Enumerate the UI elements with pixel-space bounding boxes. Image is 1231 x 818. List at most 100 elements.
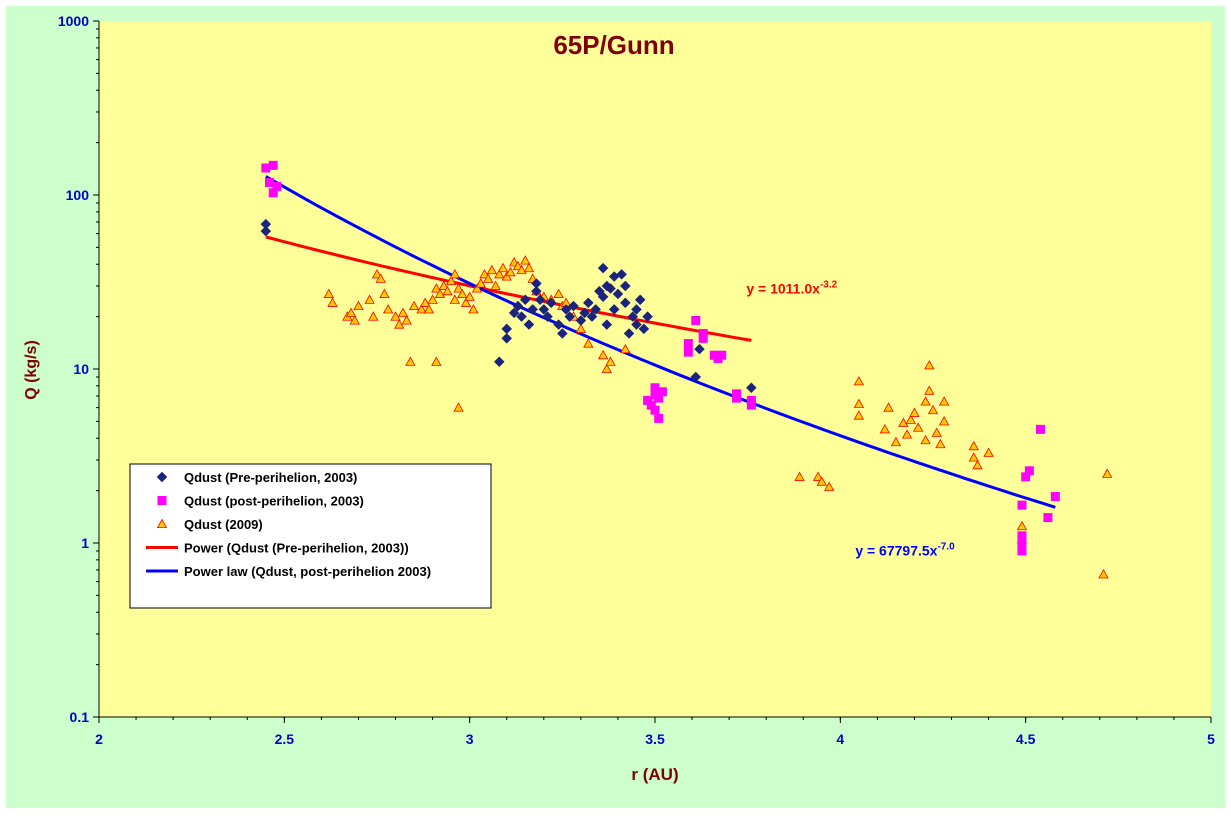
post-perihelion-point <box>1017 546 1027 556</box>
qdust-2009-point <box>416 304 427 314</box>
y-tick-label: 100 <box>66 187 90 203</box>
legend-label: Qdust (Pre-perihelion, 2003) <box>184 470 357 485</box>
pre-perihelion-fit-line <box>265 235 752 342</box>
pre-perihelion-point <box>597 262 609 274</box>
x-tick-label: 2 <box>95 731 103 747</box>
qdust-2009-point <box>583 338 594 348</box>
pre-perihelion-point <box>623 328 635 339</box>
pre-perihelion-point <box>501 323 513 335</box>
pre-perihelion-point <box>560 304 572 315</box>
post-perihelion-point <box>654 413 664 423</box>
qdust-2009-point <box>575 323 587 333</box>
legend-label: Qdust (post-perihelion, 2003) <box>184 494 364 509</box>
qdust-2009-point <box>898 417 909 427</box>
pre-perihelion-point <box>746 382 757 394</box>
qdust-2009-point <box>853 375 865 386</box>
pre-perihelion-point <box>523 319 535 330</box>
qdust-2009-point <box>394 319 405 329</box>
post-perihelion-point <box>646 400 656 410</box>
pre-perihelion-point <box>260 225 272 237</box>
qdust-2009-point <box>927 404 939 415</box>
pre-perihelion-point <box>608 304 620 315</box>
x-tick-label: 3.5 <box>645 731 665 747</box>
qdust-2009-point <box>460 297 472 307</box>
pre-perihelion-point <box>631 304 642 315</box>
post-perihelion-point <box>698 333 708 343</box>
fit-annotations: y = 1011.0x-3.2 y = 67797.5x-7.0 <box>746 279 955 558</box>
pre-perihelion-point <box>512 300 524 312</box>
pre-perihelion-point <box>568 300 579 312</box>
y-tick-label: 1000 <box>58 13 89 29</box>
y-tick-label: 0.1 <box>70 709 90 725</box>
y-tick-label: 1 <box>81 535 89 551</box>
pre-perihelion-point <box>638 323 650 335</box>
qdust-2009-point <box>431 356 442 366</box>
qdust-2009-point <box>479 269 490 279</box>
x-tick-label: 2.5 <box>275 731 295 747</box>
pre-perihelion-point <box>612 288 624 300</box>
post-perihelion-point <box>657 387 667 397</box>
qdust-2009-point <box>397 307 409 317</box>
qdust-2009-point <box>390 311 401 321</box>
qdust-2009-point <box>401 315 412 325</box>
qdust-2009-point <box>601 363 612 374</box>
post-perihelion-point <box>272 181 282 191</box>
axes: 2 2.5 3 3.5 4 4.5 5 0.1 1 10 100 1000 <box>58 13 1215 747</box>
post-perihelion-point <box>1043 513 1053 523</box>
pre-perihelion-point <box>538 304 550 315</box>
fit-lines <box>265 175 1056 509</box>
qdust-2009-point <box>431 283 442 293</box>
qdust-2009-point <box>405 356 416 366</box>
legend-marker-swatch <box>157 496 167 505</box>
qdust-2009-point <box>438 280 449 290</box>
pre-perihelion-point <box>564 311 576 322</box>
pre-perihelion-point <box>690 371 702 383</box>
qdust-2009-point <box>909 407 920 417</box>
post-perihelion-point <box>268 160 278 170</box>
qdust-2009-point <box>853 398 865 408</box>
post-perihelion-point <box>683 339 693 349</box>
plot-area <box>99 21 1211 717</box>
pre-perihelion-point <box>531 278 542 289</box>
qdust-2009-point <box>471 283 483 293</box>
post-perihelion-point <box>683 347 693 357</box>
qdust-2009-point <box>449 294 461 304</box>
y-tick-label: 10 <box>73 361 89 377</box>
pre-perihelion-point <box>527 304 539 315</box>
qdust-2009-point <box>423 304 435 314</box>
pre-perihelion-point <box>597 291 609 303</box>
pre-perihelion-point <box>694 343 705 355</box>
legend-item-power-pre: Power (Qdust (Pre-perihelion, 2003)) <box>146 541 409 556</box>
y-axis-label: Q (kg/s) <box>23 340 40 400</box>
qdust-2009-point <box>379 288 390 298</box>
qdust-2009-point <box>935 438 946 449</box>
qdust-2009-point <box>912 422 924 432</box>
pre-perihelion-point <box>531 285 542 297</box>
legend-item-2009: Qdust (2009) <box>156 517 263 532</box>
post-perihelion-point <box>650 405 660 415</box>
pre-perihelion-point <box>627 311 639 322</box>
post-perihelion-point <box>717 350 727 360</box>
qdust-2009-point <box>364 294 375 304</box>
qdust-2009-point <box>475 278 486 288</box>
qdust-2009-point <box>516 264 527 275</box>
pre-perihelion-point <box>516 311 527 322</box>
qdust-2009-point <box>382 304 394 314</box>
qdust-2009-point <box>890 436 902 447</box>
post-perihelion-point <box>732 393 742 403</box>
pre-perihelion-point <box>545 297 557 309</box>
qdust-2009-point <box>453 402 464 412</box>
qdust-2009-point <box>883 402 894 412</box>
post-perihelion-point <box>654 393 664 403</box>
legend-label: Qdust (2009) <box>184 517 263 532</box>
qdust-2009-point <box>605 356 616 366</box>
legend-item-post-perihelion: Qdust (post-perihelion, 2003) <box>157 494 364 509</box>
qdust-2009-point <box>968 452 979 462</box>
post-perihelion-fit-line <box>265 175 1056 509</box>
qdust-2009-point <box>620 343 631 354</box>
post-perihelion-point <box>265 177 275 187</box>
fit-equation: y = 1011.0x-3.2 <box>746 279 837 296</box>
qdust-2009-point <box>938 416 950 426</box>
